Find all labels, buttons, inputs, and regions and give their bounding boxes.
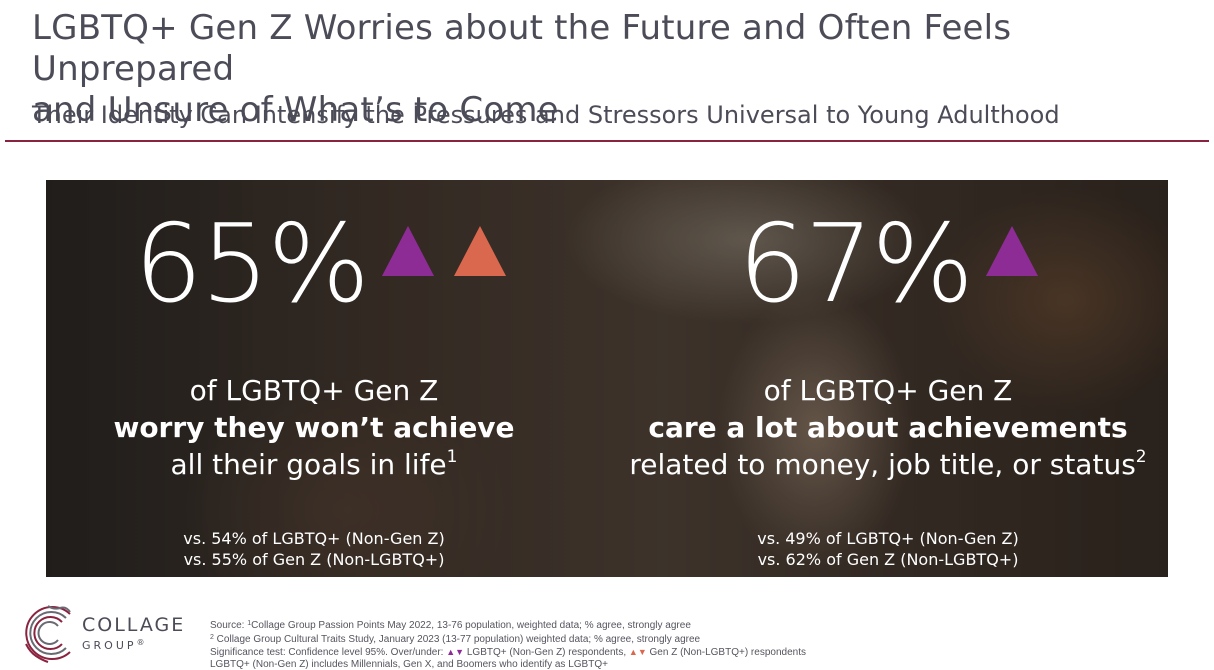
up-purple-icon [382,226,434,276]
stat-card-achievements: 67% of LGBTQ+ Gen Z care a lot about ach… [608,180,1168,577]
sig-mid: LGBTQ+ (Non-Gen Z) respondents, [464,647,629,658]
stat-line-2: worry they won’t achieve [113,411,515,444]
logo-mark-icon [25,605,71,663]
logo-group-text: GROUP [82,639,137,652]
footnote-significance: Significance test: Confidence level 95%.… [210,646,1200,659]
title-line-2: and Unsure of What’s to Come [32,90,559,130]
stat-line-3: related to money, job title, or status [629,448,1136,481]
stat-line-1: of LGBTQ+ Gen Z [189,374,439,407]
logo-wordmark: COLLAGE [82,614,186,636]
stat-line-2: care a lot about achievements [648,411,1128,444]
footnote-source-2: 2 Collage Group Cultural Traits Study, J… [210,632,1200,646]
footnote-num: 2 [210,634,214,641]
up-orange-icon: ▲ [628,647,638,657]
sig-prefix: Significance test: Confidence level 95%.… [210,647,447,658]
footnote-ref: 2 [1135,447,1147,467]
footnotes: Source: 1Collage Group Passion Points Ma… [210,618,1200,670]
background-photo: 65% of LGBTQ+ Gen Z worry they won’t ach… [46,180,1168,577]
logo-subword: GROUP® [82,638,145,652]
photo-overlay [46,180,1168,577]
stat-line-3-wrap: all their goals in life1 [46,446,594,483]
source-2-text: Collage Group Cultural Traits Study, Jan… [213,634,701,645]
stat-comparisons: vs. 54% of LGBTQ+ (Non-Gen Z) vs. 55% of… [46,528,594,570]
registered-mark: ® [136,638,145,647]
up-purple-icon [986,226,1038,276]
sig-end: Gen Z (Non-LGBTQ+) respondents [646,647,806,658]
stat-description: of LGBTQ+ Gen Z care a lot about achieve… [608,372,1168,483]
comparison-2: vs. 62% of Gen Z (Non-LGBTQ+) [757,550,1019,569]
up-purple-icon: ▲ [446,647,456,657]
footnote-num: 1 [247,620,252,627]
up-orange-icon [454,226,506,276]
stat-value: 67% [738,202,974,327]
comparison-2: vs. 55% of Gen Z (Non-LGBTQ+) [183,550,445,569]
down-purple-icon: ▼ [455,647,465,657]
page-subtitle: Their Identity Can Intensify the Pressur… [32,101,1060,129]
comparison-1: vs. 49% of LGBTQ+ (Non-Gen Z) [757,529,1019,548]
stat-comparisons: vs. 49% of LGBTQ+ (Non-Gen Z) vs. 62% of… [608,528,1168,570]
stat-card-worry: 65% of LGBTQ+ Gen Z worry they won’t ach… [46,180,606,577]
footnote-ref: 1 [446,447,458,467]
divider [5,140,1209,142]
stat-line-3-wrap: related to money, job title, or status2 [608,446,1168,483]
stat-line-1: of LGBTQ+ Gen Z [763,374,1013,407]
down-orange-icon: ▼ [637,647,647,657]
footnote-definition: LGBTQ+ (Non-Gen Z) includes Millennials,… [210,659,608,670]
collage-group-logo: COLLAGE GROUP® [18,600,198,666]
page-title: LGBTQ+ Gen Z Worries about the Future an… [32,8,1182,131]
footnote-source-1: Source: 1Collage Group Passion Points Ma… [210,618,1200,632]
comparison-1: vs. 54% of LGBTQ+ (Non-Gen Z) [183,529,445,548]
stat-description: of LGBTQ+ Gen Z worry they won’t achieve… [46,372,594,483]
source-prefix: Source: [210,620,248,631]
title-line-1: LGBTQ+ Gen Z Worries about the Future an… [32,8,1012,89]
source-1-text: Collage Group Passion Points May 2022, 1… [251,620,691,631]
stat-value: 65% [134,202,370,327]
stat-line-3: all their goals in life [170,448,447,481]
